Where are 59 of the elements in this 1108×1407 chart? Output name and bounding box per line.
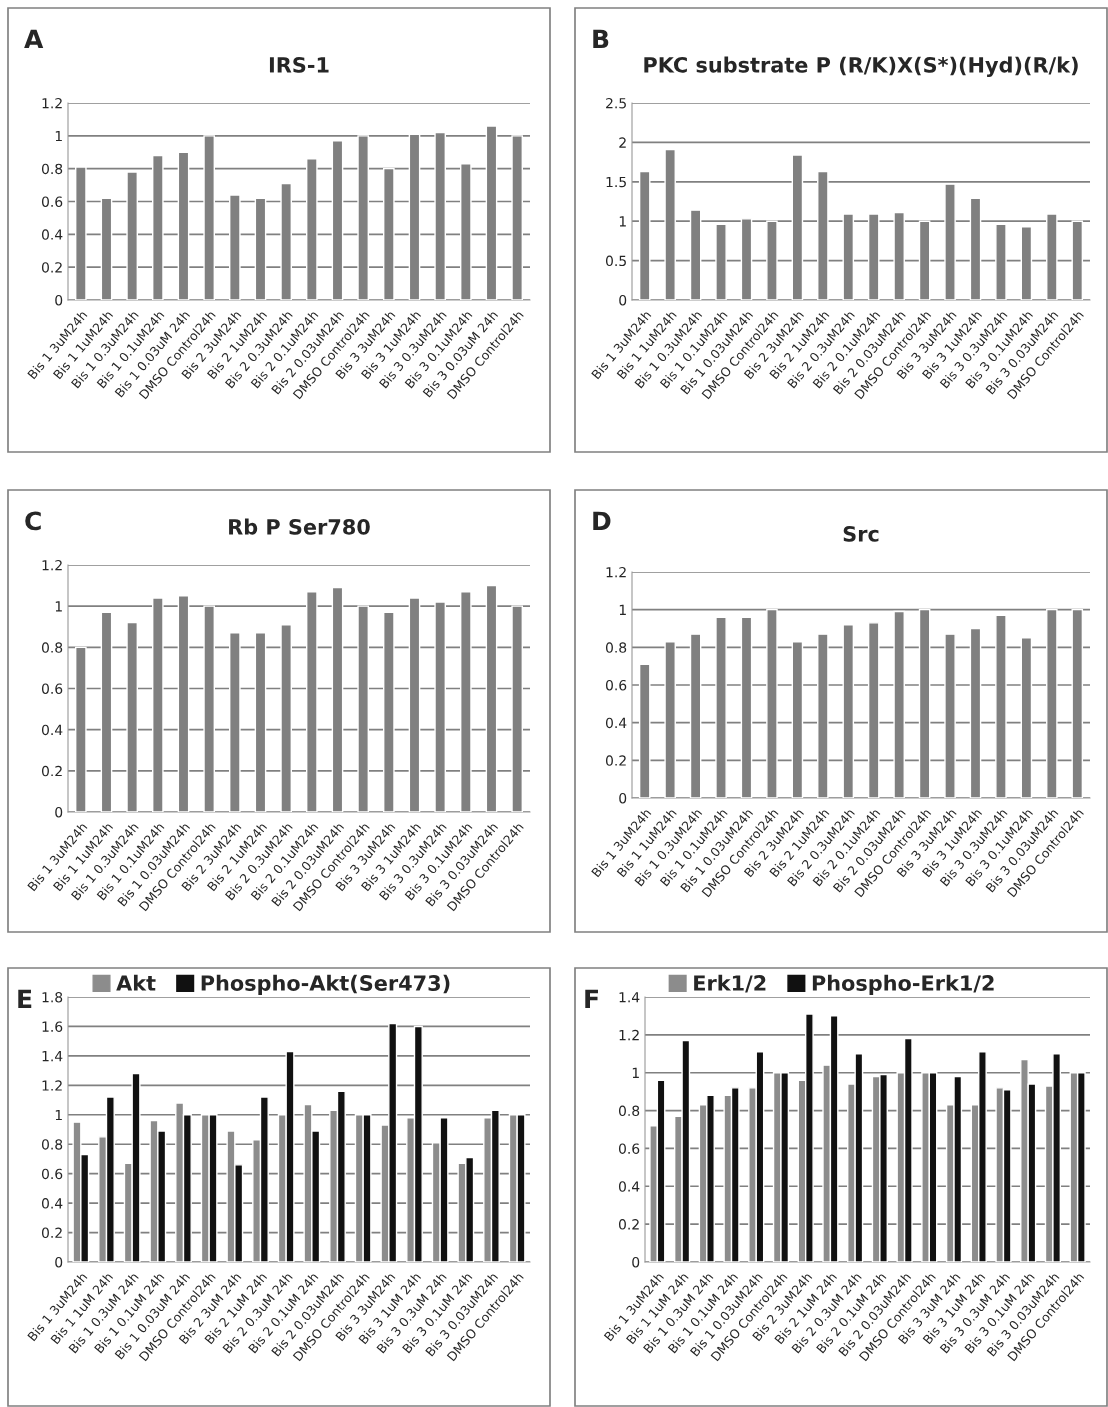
y-tick-label: 1 — [55, 1109, 62, 1121]
y-tick-label: 1.2 — [42, 97, 62, 109]
y-tick-label: 0 — [619, 294, 627, 306]
y-tick-label: 1.4 — [619, 992, 640, 1003]
y-tick-label: 1 — [619, 216, 626, 227]
y-tick-label: 2.5 — [606, 97, 626, 109]
y-tick-label: 0 — [619, 792, 627, 804]
text: E — [18, 989, 32, 1008]
text: F — [585, 989, 598, 1008]
chart-title: IRS-1 — [269, 56, 329, 73]
text: D — [593, 511, 611, 530]
chart-title: Src — [843, 525, 879, 542]
y-tick-label: 2 — [619, 137, 626, 148]
y-tick-label: 1.2 — [619, 1029, 639, 1041]
y-tick-label: 0.8 — [41, 163, 63, 175]
y-tick-label: 0.2 — [41, 765, 62, 777]
y-tick-label: 0.4 — [618, 1181, 640, 1192]
y-tick-label: 0.2 — [41, 1227, 62, 1239]
y-tick-label: 1 — [55, 601, 62, 612]
y-tick-label: 0.4 — [605, 717, 627, 729]
y-tick-label: 1 — [632, 1067, 639, 1078]
y-tick-label: 1.5 — [606, 176, 626, 188]
y-tick-label: 0.6 — [605, 679, 627, 691]
y-tick-label: 1 — [619, 604, 626, 615]
y-tick-label: 1.8 — [42, 991, 63, 1003]
text: C — [25, 511, 41, 531]
y-tick-label: 1.6 — [42, 1021, 63, 1032]
y-tick-label: 0.2 — [41, 262, 62, 273]
y-tick-label: 0.6 — [41, 196, 63, 207]
legend-label: Phospho-Erk1/2 — [812, 974, 994, 995]
y-tick-label: 1.2 — [606, 566, 626, 578]
y-tick-label: 1 — [55, 130, 62, 142]
y-tick-label: 0.8 — [41, 1139, 63, 1150]
y-tick-label: 0.4 — [41, 1198, 63, 1209]
y-tick-label: 0.8 — [618, 1105, 640, 1117]
legend-label: Erk1/2 — [694, 974, 766, 993]
y-tick-label: 0 — [55, 1256, 63, 1268]
y-tick-label: 0.2 — [605, 755, 626, 766]
y-tick-label: 0.4 — [41, 229, 63, 240]
text: A — [24, 29, 44, 48]
y-tick-label: 0.8 — [605, 642, 627, 653]
text: B — [593, 29, 609, 48]
y-tick-label: 0.6 — [41, 683, 63, 694]
legend-label: Phospho-Akt(Ser473) — [201, 974, 450, 995]
y-tick-label: 1.4 — [42, 1051, 63, 1062]
y-tick-label: 0.6 — [41, 1168, 63, 1180]
y-tick-label: 0 — [632, 1256, 640, 1268]
y-tick-label: 0.5 — [605, 255, 626, 267]
y-tick-label: 1.2 — [42, 1080, 62, 1091]
chart-title: Rb P Ser780 — [229, 518, 370, 535]
y-tick-label: 1.2 — [42, 559, 62, 571]
y-tick-label: 0.8 — [41, 642, 63, 653]
y-tick-label: 0.6 — [618, 1143, 640, 1154]
y-tick-label: 0.2 — [618, 1219, 639, 1230]
y-tick-label: 0 — [55, 806, 63, 818]
chart-title: PKC substrate P (R/K)X(S*)(Hyd)(R/k) — [644, 56, 1078, 77]
y-tick-label: 0.4 — [41, 724, 63, 736]
y-tick-label: 0 — [55, 294, 63, 306]
legend-label: Akt — [116, 974, 156, 991]
